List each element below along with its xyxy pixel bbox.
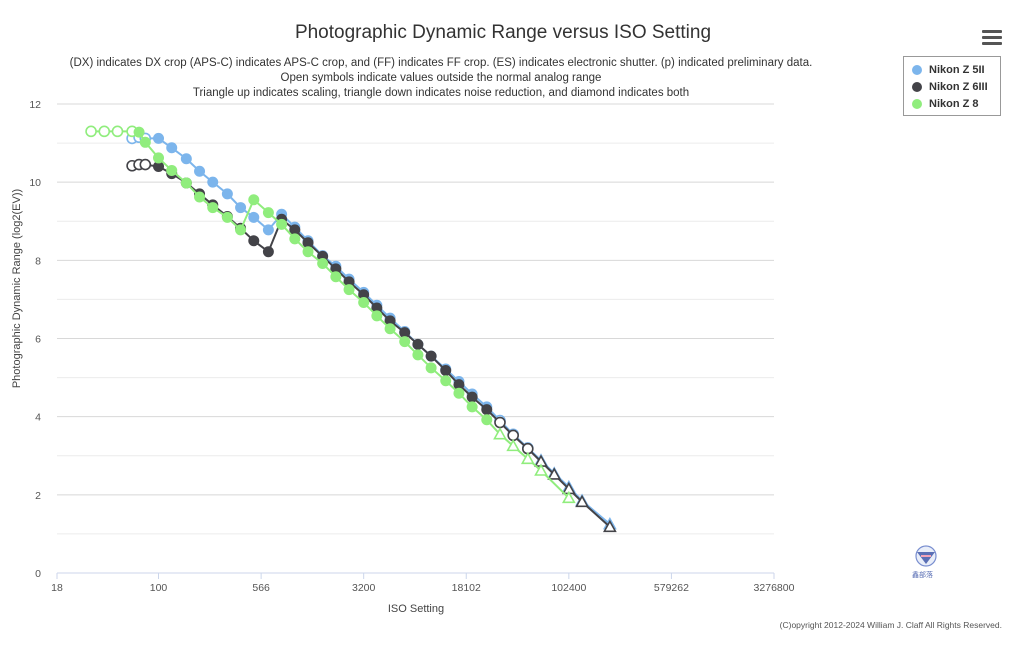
data-point[interactable] [221, 188, 233, 200]
data-point[interactable] [133, 126, 145, 138]
data-point[interactable] [466, 391, 478, 403]
data-point-triangle[interactable] [575, 494, 589, 508]
data-point[interactable] [166, 164, 178, 176]
data-point[interactable] [412, 338, 424, 350]
data-point[interactable] [262, 224, 274, 236]
legend-label-z5ii: Nikon Z 5II [929, 63, 985, 76]
data-point[interactable] [317, 257, 329, 269]
data-point[interactable] [481, 414, 493, 426]
series-2 [85, 125, 576, 504]
data-point[interactable] [384, 323, 396, 335]
x-tick-label: 18 [51, 582, 63, 594]
y-tick-label: 4 [35, 412, 41, 424]
data-point[interactable] [425, 362, 437, 374]
data-point-triangle[interactable] [534, 463, 548, 476]
data-point[interactable] [412, 349, 424, 361]
data-point[interactable] [180, 177, 192, 189]
y-tick-label: 0 [35, 568, 41, 580]
subtitle-line-3: Triangle up indicates scaling, triangle … [192, 87, 690, 99]
data-point[interactable] [343, 284, 355, 296]
data-point[interactable] [194, 191, 206, 203]
legend-marker-z8 [912, 98, 922, 109]
data-point[interactable] [440, 365, 452, 377]
chart-series [85, 125, 617, 533]
series-1 [126, 158, 617, 533]
data-point[interactable] [153, 132, 165, 144]
data-point[interactable] [262, 246, 274, 258]
data-point[interactable] [235, 202, 247, 214]
data-point[interactable] [248, 235, 260, 247]
legend-label-z6iii: Nikon Z 6III [929, 80, 988, 93]
data-point-triangle[interactable] [561, 490, 576, 504]
data-point[interactable] [466, 401, 478, 413]
x-axis-title: ISO Setting [388, 603, 444, 615]
data-point[interactable] [262, 207, 274, 219]
data-point[interactable] [207, 176, 219, 188]
legend-item-z8[interactable]: Nikon Z 8 [912, 95, 1000, 112]
data-point-open[interactable] [98, 125, 111, 138]
chart-legend: Nikon Z 5II Nikon Z 6III Nikon Z 8 [903, 56, 1001, 116]
x-tick-label: 3200 [352, 582, 376, 594]
data-point[interactable] [425, 350, 437, 362]
data-point[interactable] [358, 297, 370, 309]
data-point[interactable] [453, 387, 465, 399]
data-point[interactable] [194, 165, 206, 177]
chart-grid [57, 103, 774, 574]
legend-item-z6iii[interactable]: Nikon Z 6III [912, 78, 1000, 95]
subtitle-line-2: Open symbols indicate values outside the… [280, 72, 602, 84]
data-point[interactable] [166, 142, 178, 154]
legend-marker-z6iii [912, 81, 922, 92]
y-tick-label: 8 [35, 255, 41, 267]
data-point-triangle[interactable] [493, 427, 507, 440]
logo-text: 鑫部落 [912, 572, 933, 579]
data-point-open[interactable] [494, 416, 506, 429]
data-point[interactable] [481, 404, 493, 416]
x-tick-label: 18102 [452, 582, 481, 594]
series-line [91, 130, 570, 499]
copyright-text: (C)opyright 2012-2024 William J. Claff A… [779, 620, 1002, 630]
chart-axes: 0 2 4 6 8 10 12 18 100 566 3200 18102 102400 579262 32… [29, 99, 794, 594]
data-point[interactable] [248, 194, 260, 206]
subtitle-line-1: (DX) indicates DX crop (APS-C) indicates… [69, 57, 813, 69]
y-tick-label: 12 [29, 99, 41, 111]
data-point[interactable] [276, 218, 288, 230]
data-point[interactable] [248, 211, 260, 223]
data-point[interactable] [139, 136, 151, 148]
x-tick-label: 3276800 [754, 582, 795, 594]
chart-subtitle: (DX) indicates DX crop (APS-C) indicates… [0, 56, 882, 101]
data-point-triangle[interactable] [547, 467, 562, 480]
data-point[interactable] [221, 211, 233, 223]
chart-title: Photographic Dynamic Range versus ISO Se… [294, 22, 712, 43]
data-point-triangle[interactable] [520, 451, 535, 465]
data-point[interactable] [302, 246, 314, 258]
y-tick-label: 10 [29, 177, 41, 189]
data-point-triangle[interactable] [603, 519, 617, 533]
y-axis-title: Photographic Dynamic Range (log2(EV)) [11, 189, 23, 388]
data-point[interactable] [330, 271, 342, 283]
data-point-open[interactable] [85, 125, 97, 138]
data-point-open[interactable] [111, 125, 124, 138]
legend-item-z5ii[interactable]: Nikon Z 5II [912, 61, 1000, 78]
data-point[interactable] [153, 152, 165, 164]
y-tick-label: 6 [35, 334, 41, 346]
hamburger-menu-icon[interactable] [982, 30, 1002, 46]
data-point[interactable] [399, 336, 411, 348]
x-tick-label: 102400 [551, 582, 586, 594]
blog-logo-icon [915, 545, 937, 567]
x-tick-label: 100 [150, 582, 168, 594]
data-point-triangle[interactable] [506, 438, 521, 452]
legend-label-z8: Nikon Z 8 [929, 97, 979, 110]
y-tick-label: 2 [35, 490, 41, 502]
data-point[interactable] [180, 153, 192, 165]
data-point[interactable] [371, 310, 383, 322]
data-point[interactable] [440, 375, 452, 387]
data-point[interactable] [207, 202, 219, 214]
data-point-open[interactable] [139, 158, 152, 171]
data-point[interactable] [289, 233, 301, 245]
x-tick-label: 566 [252, 582, 270, 594]
x-tick-label: 579262 [654, 582, 689, 594]
legend-marker-z5ii [912, 64, 922, 75]
data-point[interactable] [235, 224, 247, 236]
